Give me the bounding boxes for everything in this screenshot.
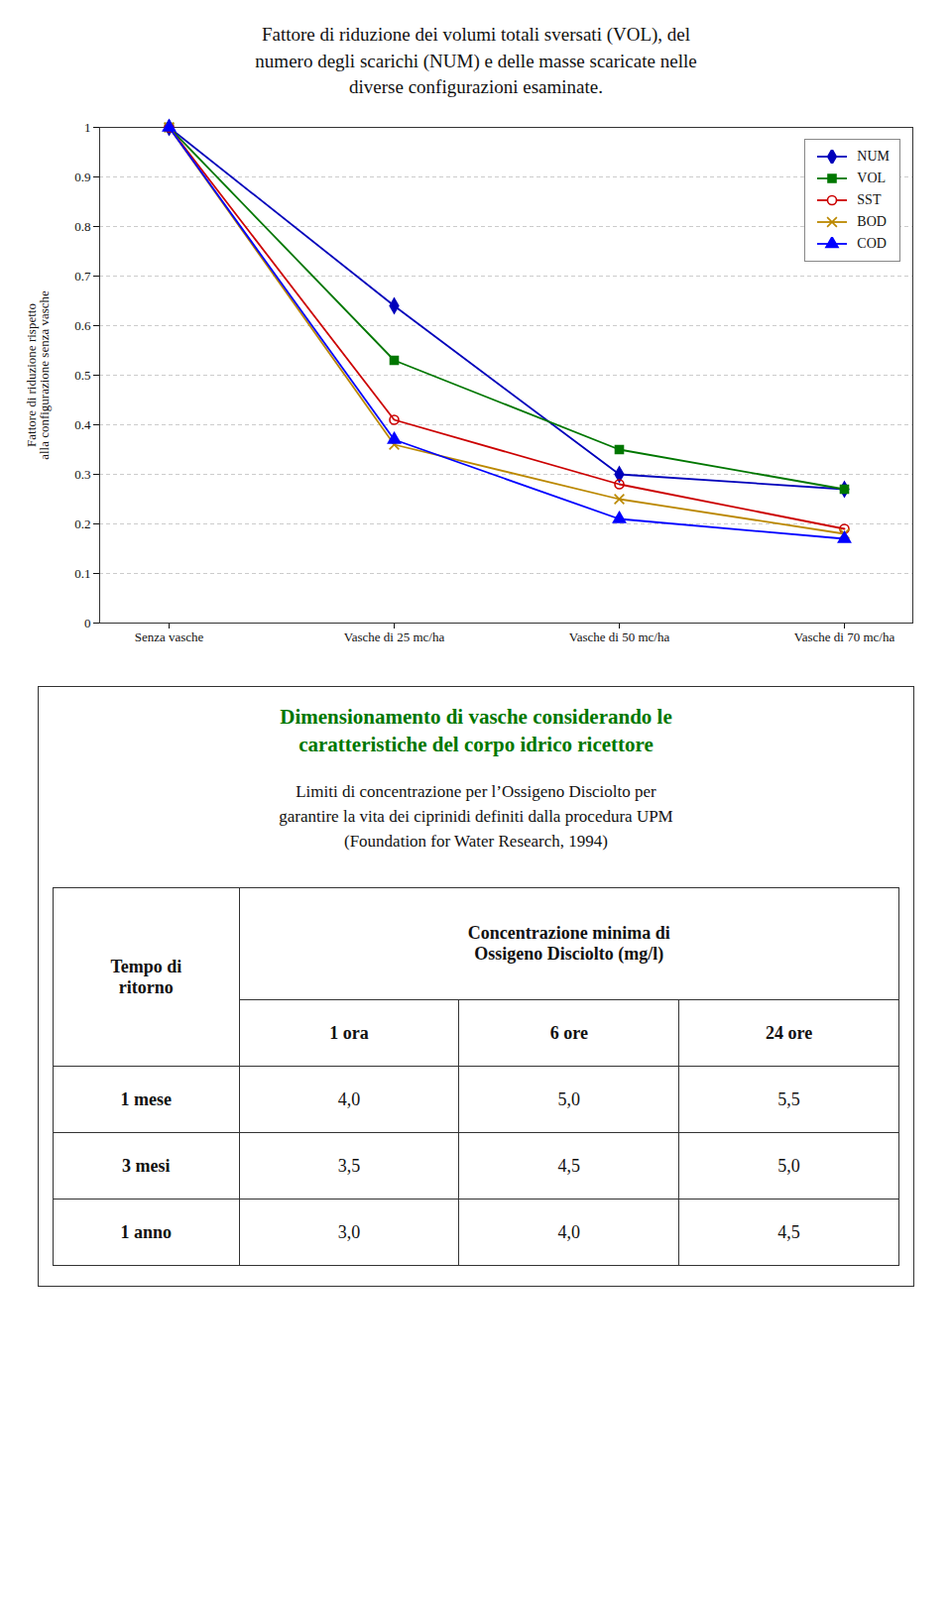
html-text:4,0: 4,0 [557,1222,581,1243]
html-text:Concentrazione minima di Ossig: Concentrazione minima di Ossigeno Discio… [467,923,671,965]
html-text:5,5: 5,5 [777,1089,801,1110]
html-text:COD: COD [857,235,887,251]
svg-text:0: 0 [84,614,92,630]
svg-text:0.3: 0.3 [74,466,91,481]
html-text:1 anno: 1 anno [120,1222,172,1243]
html-text:Limiti di concentrazione per l: Limiti di concentrazione per l’Ossigeno … [278,782,674,851]
html-text:4,5: 4,5 [777,1222,801,1243]
html-text:BOD: BOD [857,214,887,229]
svg-text:0.5: 0.5 [74,366,91,382]
svg-text:Senza vasche: Senza vasche [134,629,205,645]
html-text:3,0: 3,0 [337,1222,361,1243]
html-text:5,0: 5,0 [557,1089,581,1110]
html-text:3,5: 3,5 [337,1156,361,1177]
svg-text:0.9: 0.9 [74,168,91,184]
html-text:NUM: NUM [857,148,890,164]
html-text:24 ore: 24 ore [765,1023,813,1044]
html-text:4,5: 4,5 [557,1156,581,1177]
html-text:4,0: 4,0 [337,1089,361,1110]
svg-text:Fattore di riduzione rispettoa: Fattore di riduzione rispettoalla config… [23,290,52,461]
svg-text:0.2: 0.2 [74,515,91,531]
svg-text:1: 1 [84,119,92,134]
svg-text:0.1: 0.1 [74,565,91,581]
svg-text:Vasche di 25 mc/ha: Vasche di 25 mc/ha [344,629,446,645]
svg-text:Vasche di 70 mc/ha: Vasche di 70 mc/ha [794,629,896,645]
svg-text:0.4: 0.4 [74,416,92,432]
svg-text:0.6: 0.6 [74,317,92,333]
html-text:Tempo di ritorno: Tempo di ritorno [110,956,182,998]
svg-text:Vasche di 50 mc/ha: Vasche di 50 mc/ha [569,629,671,645]
html-text:3 mesi: 3 mesi [122,1156,171,1177]
svg-text:0.7: 0.7 [74,267,92,283]
html-text:SST: SST [857,192,882,208]
html-text:1 mese: 1 mese [120,1089,172,1110]
html-text:6 ore: 6 ore [550,1023,588,1044]
html-text:1 ora: 1 ora [329,1023,369,1044]
html-text:5,0: 5,0 [777,1156,801,1177]
html-text:Fattore di riduzione dei volum: Fattore di riduzione dei volumi totali s… [255,23,697,98]
svg-text:0.8: 0.8 [74,218,91,234]
html-text:VOL: VOL [857,170,886,186]
html-text:Dimensionamento di vasche cons: Dimensionamento di vasche considerando l… [279,704,673,757]
